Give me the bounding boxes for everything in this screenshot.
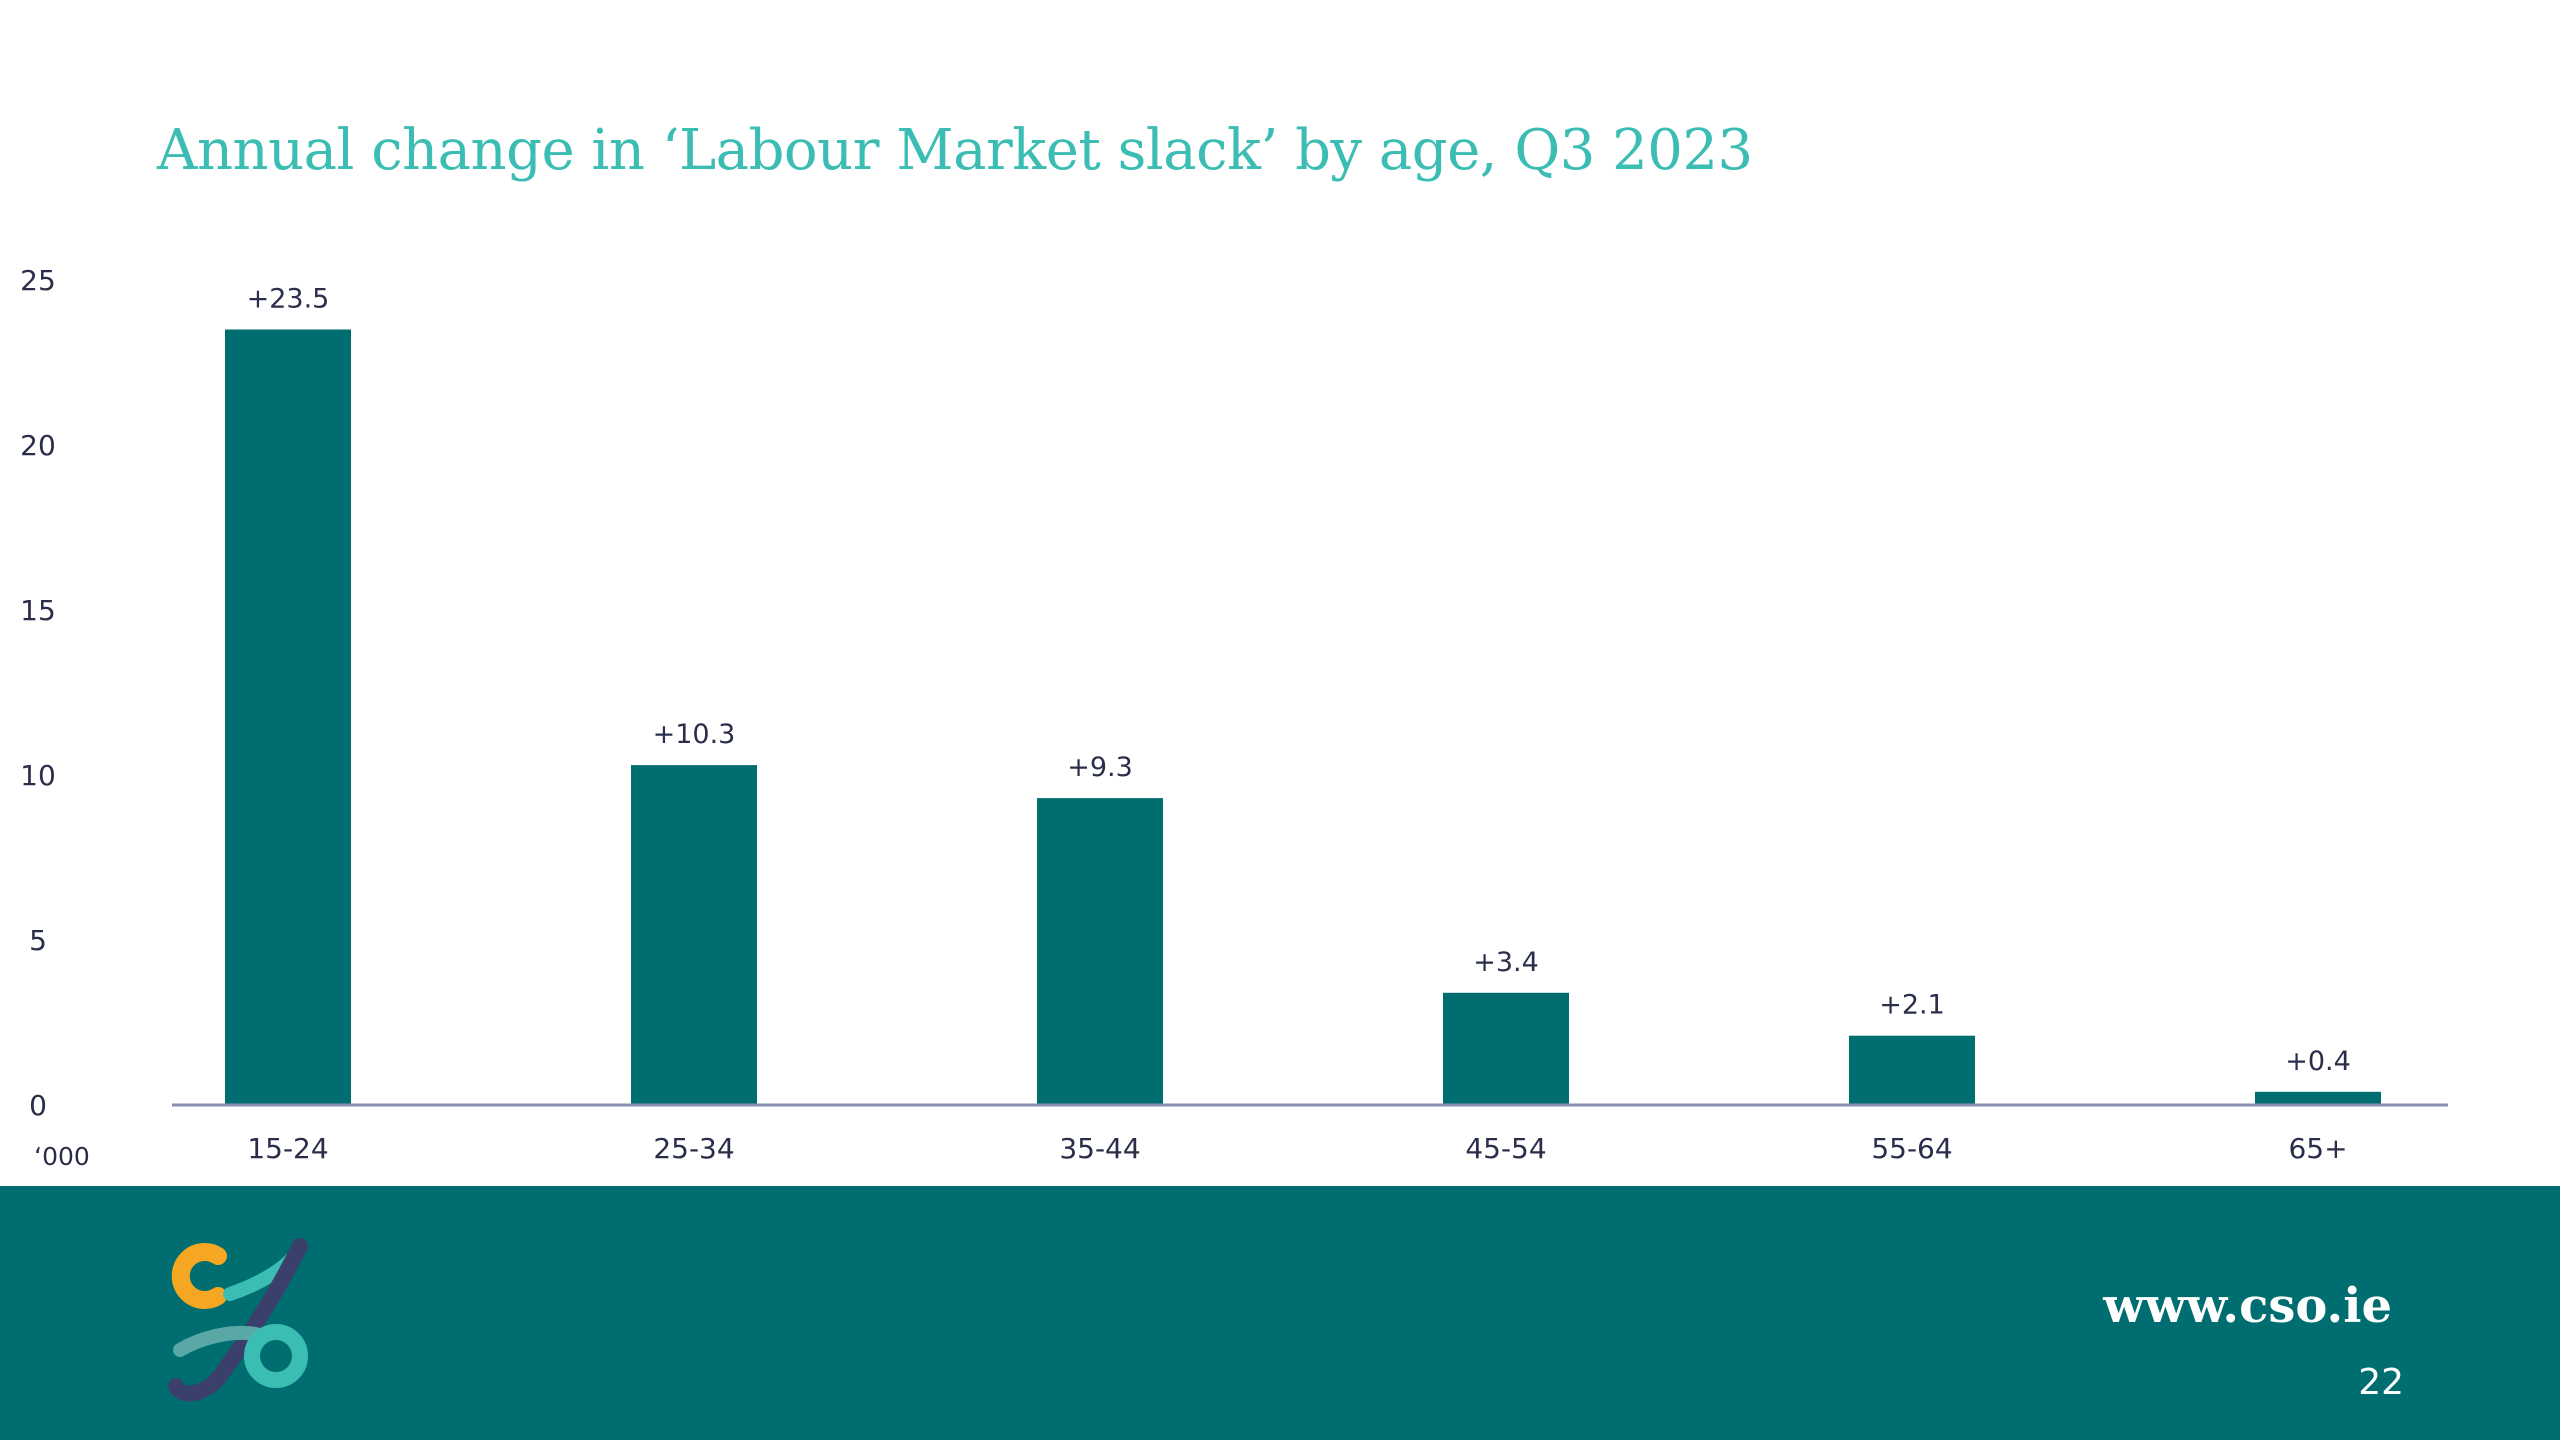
bar-25-34 xyxy=(631,765,757,1105)
cso-logo-icon xyxy=(160,1226,320,1410)
bar-55-64 xyxy=(1849,1036,1975,1105)
footer-band: www.cso.ie 22 xyxy=(0,1186,2560,1440)
data-labels-group: +23.5 +10.3 +9.3 +3.4 +2.1 +0.4 xyxy=(247,284,2351,1077)
x-tick-label: 25-34 xyxy=(653,1132,734,1165)
y-tick-label: 5 xyxy=(29,924,47,957)
page-number: 22 xyxy=(2358,1362,2404,1403)
data-label: +3.4 xyxy=(1473,947,1539,978)
bar-45-54 xyxy=(1443,993,1569,1105)
x-tick-label: 55-64 xyxy=(1871,1132,1952,1165)
data-label: +2.1 xyxy=(1879,990,1945,1021)
y-tick-label: 10 xyxy=(20,759,56,792)
x-tick-label: 15-24 xyxy=(247,1132,328,1165)
x-axis-labels: 15-24 25-34 35-44 45-54 55-64 65+ xyxy=(247,1132,2347,1165)
bars-group xyxy=(225,330,2381,1106)
data-label: +23.5 xyxy=(247,284,330,315)
bar-65+ xyxy=(2255,1092,2381,1105)
y-unit-label: ‘000 xyxy=(34,1142,90,1171)
bar-35-44 xyxy=(1037,798,1163,1105)
bar-15-24 xyxy=(225,330,351,1106)
data-label: +10.3 xyxy=(653,719,736,750)
y-tick-label: 15 xyxy=(20,594,56,627)
x-tick-label: 65+ xyxy=(2288,1132,2347,1165)
y-tick-label: 0 xyxy=(29,1089,47,1122)
y-tick-label: 20 xyxy=(20,429,56,462)
x-tick-label: 35-44 xyxy=(1059,1132,1140,1165)
x-tick-label: 45-54 xyxy=(1465,1132,1546,1165)
bar-chart: 0 5 10 15 20 25 +23.5 +10.3 +9.3 +3.4 +2.1 +0.4 15… xyxy=(0,0,2560,1186)
y-axis-ticks: 0 5 10 15 20 25 xyxy=(20,264,56,1122)
data-label: +0.4 xyxy=(2285,1046,2351,1077)
website-url: www.cso.ie xyxy=(2103,1278,2392,1334)
y-tick-label: 25 xyxy=(20,264,56,297)
data-label: +9.3 xyxy=(1067,752,1133,783)
